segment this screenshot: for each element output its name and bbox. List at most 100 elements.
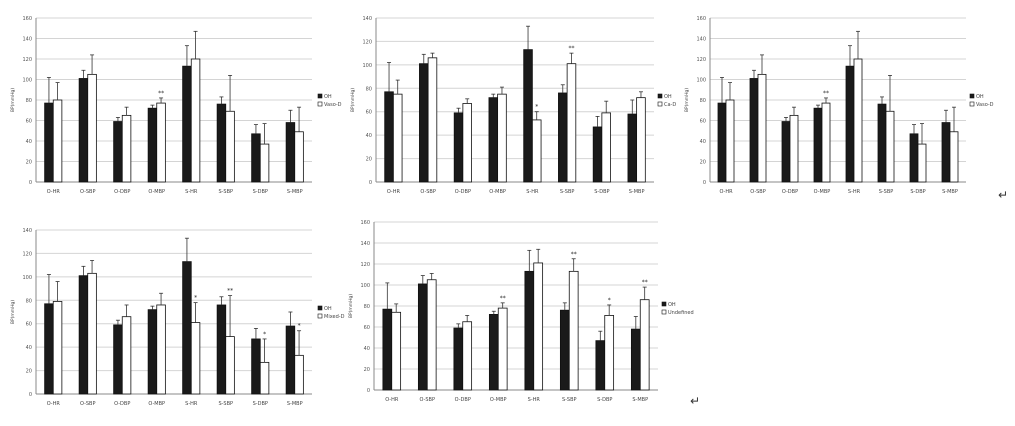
chart-panel-4-mixed-d: 0 20 40 60 80 100 120 140 BP(mmHg) O-HR O-SBP O-DBP… <box>10 228 345 407</box>
y-tick-label: 0 <box>367 388 370 394</box>
legend-label: OH <box>976 94 984 100</box>
x-tick-label: O-DBP <box>114 401 130 407</box>
x-tick-label: S-HR <box>526 189 539 195</box>
x-tick-label: O-HR <box>47 189 61 195</box>
y-tick-label: 160 <box>360 220 370 226</box>
bar-oh <box>113 324 123 395</box>
y-axis-label: BP(mmHg) <box>348 294 354 319</box>
x-tick-label: S-MBP <box>629 189 645 195</box>
bar-oh <box>182 65 192 183</box>
y-tick-label: 100 <box>22 78 32 84</box>
legend-label: Vaso-D <box>976 102 994 108</box>
bar-oh <box>559 309 570 391</box>
bar-oh <box>941 122 951 183</box>
chart-panel-5-undefined: 0 20 40 60 80 100 120 140 160 BP(mmHg) O-HR O-SBP O-… <box>348 220 694 403</box>
y-tick-label: 60 <box>26 119 32 125</box>
significance-mark: ** <box>823 90 829 97</box>
x-tick-label: O-SBP <box>420 189 436 195</box>
bar-oh <box>592 126 603 183</box>
x-tick-label: S-SBP <box>218 189 233 195</box>
bar-oh <box>627 113 638 183</box>
bar-treatment <box>52 301 63 395</box>
y-tick-label: 120 <box>22 251 32 257</box>
bar-treatment <box>601 112 611 183</box>
bar-treatment <box>853 58 863 183</box>
y-tick-label: 140 <box>22 228 32 234</box>
x-tick-label: S-DBP <box>253 401 268 407</box>
bar-treatment <box>462 103 472 183</box>
bar-oh <box>453 327 464 391</box>
bar-oh <box>251 338 261 395</box>
y-tick-label: 100 <box>362 63 372 69</box>
x-tick-label: S-HR <box>528 397 541 403</box>
bar-treatment <box>568 270 579 391</box>
bar-treatment <box>821 102 831 183</box>
x-tick-label: O-SBP <box>80 401 96 407</box>
bar-treatment <box>789 114 799 183</box>
y-tick-label: 0 <box>703 180 706 186</box>
x-tick-label: S-DBP <box>594 189 609 195</box>
y-tick-label: 120 <box>360 262 370 268</box>
x-tick-label: S-DBP <box>253 189 268 195</box>
y-tick-label: 0 <box>29 392 32 398</box>
y-tick-label: 100 <box>22 275 32 281</box>
arrow-mark: ↵ <box>998 188 1009 202</box>
y-tick-label: 100 <box>696 78 706 84</box>
bar-oh <box>384 91 394 183</box>
legend-swatch <box>969 93 975 99</box>
legend-label: OH <box>668 302 676 308</box>
x-tick-label: S-DBP <box>597 397 612 403</box>
significance-mark: ** <box>571 251 577 258</box>
x-tick-label: O-MBP <box>814 189 831 195</box>
y-axis-label: BP(mmHg) <box>350 88 356 113</box>
y-tick-label: 140 <box>22 37 32 43</box>
y-tick-label: 0 <box>29 180 32 186</box>
y-tick-label: 40 <box>700 139 706 145</box>
y-tick-label: 80 <box>364 304 370 310</box>
x-tick-label: S-HR <box>848 189 861 195</box>
x-tick-label: O-DBP <box>455 189 471 195</box>
y-tick-label: 20 <box>700 160 706 166</box>
bar-oh <box>813 107 823 183</box>
y-tick-label: 60 <box>26 322 32 328</box>
legend-swatch <box>657 93 663 99</box>
y-tick-label: 20 <box>364 367 370 373</box>
bar-treatment <box>497 307 508 391</box>
chart-panel-3-vaso-d: 0 20 40 60 80 100 120 140 160 BP(mmHg) O-HR O-SBP O-… <box>684 16 994 195</box>
x-tick-label: S-HR <box>185 189 198 195</box>
bar-treatment <box>225 110 235 183</box>
bar-treatment <box>259 143 270 183</box>
bar-treatment <box>636 97 646 183</box>
bar-oh <box>44 102 54 183</box>
bar-treatment <box>604 315 615 391</box>
legend-label: Vaso-D <box>324 102 342 108</box>
chart-panel-2-ca-d: 0 20 40 60 80 100 120 140 BP(mmHg) O-HR O-SBP O-DBP… <box>350 16 676 195</box>
y-tick-label: 40 <box>26 139 32 145</box>
legend-label: Undefined <box>668 310 694 316</box>
y-tick-label: 140 <box>362 16 372 22</box>
bar-treatment <box>531 119 542 183</box>
y-tick-label: 120 <box>22 57 32 63</box>
y-tick-label: 80 <box>26 98 32 104</box>
legend-swatch <box>969 101 975 107</box>
bar-oh <box>285 122 296 183</box>
bar-oh <box>909 133 919 183</box>
y-tick-label: 20 <box>26 369 32 375</box>
bar-oh <box>78 78 89 183</box>
bar-treatment <box>190 322 201 395</box>
legend-label: OH <box>664 94 672 100</box>
legend-label: OH <box>324 94 332 100</box>
y-tick-label: 160 <box>22 16 32 22</box>
x-tick-label: S-SBP <box>562 397 577 403</box>
bar-oh <box>216 304 227 395</box>
y-tick-label: 80 <box>26 298 32 304</box>
bar-oh <box>78 275 89 395</box>
y-tick-label: 140 <box>360 241 370 247</box>
bar-oh <box>523 49 533 183</box>
significance-mark: * <box>535 104 538 111</box>
bar-treatment <box>52 99 63 183</box>
legend-swatch <box>661 301 667 307</box>
legend-label: Mixed-D <box>324 314 345 320</box>
bar-oh <box>147 107 158 183</box>
y-tick-label: 40 <box>26 345 32 351</box>
